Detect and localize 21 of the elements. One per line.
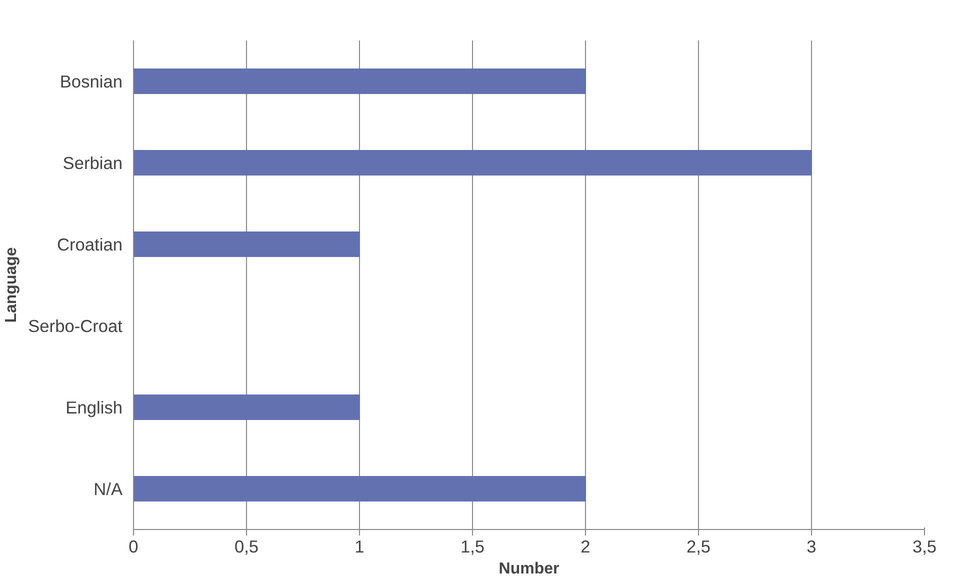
x-tick-label: 3: [806, 536, 816, 556]
y-tick-label: N/A: [94, 478, 123, 499]
x-tick-label: 3,5: [912, 536, 937, 556]
x-tick-label: 2: [580, 536, 590, 556]
y-tick-label: Croatian: [57, 234, 123, 254]
y-tick-label: English: [66, 397, 123, 418]
x-tick-label: 1: [354, 536, 364, 556]
y-tick-label: Serbian: [62, 152, 123, 173]
bar: [134, 476, 586, 502]
x-tick-label: 2,5: [686, 536, 711, 556]
bar: [134, 394, 360, 420]
y-tick-label: Serbo-Croat: [28, 316, 123, 336]
bar: [134, 68, 586, 94]
bar: [134, 150, 812, 176]
y-axis-title: Language: [3, 247, 20, 323]
y-tick-label: Bosnian: [60, 71, 123, 92]
x-tick-label: 0,5: [234, 536, 259, 556]
x-tick-label: 0: [128, 536, 138, 556]
x-tick-label: 1,5: [460, 536, 485, 556]
x-axis-title: Number: [498, 560, 560, 578]
bar: [134, 232, 360, 257]
